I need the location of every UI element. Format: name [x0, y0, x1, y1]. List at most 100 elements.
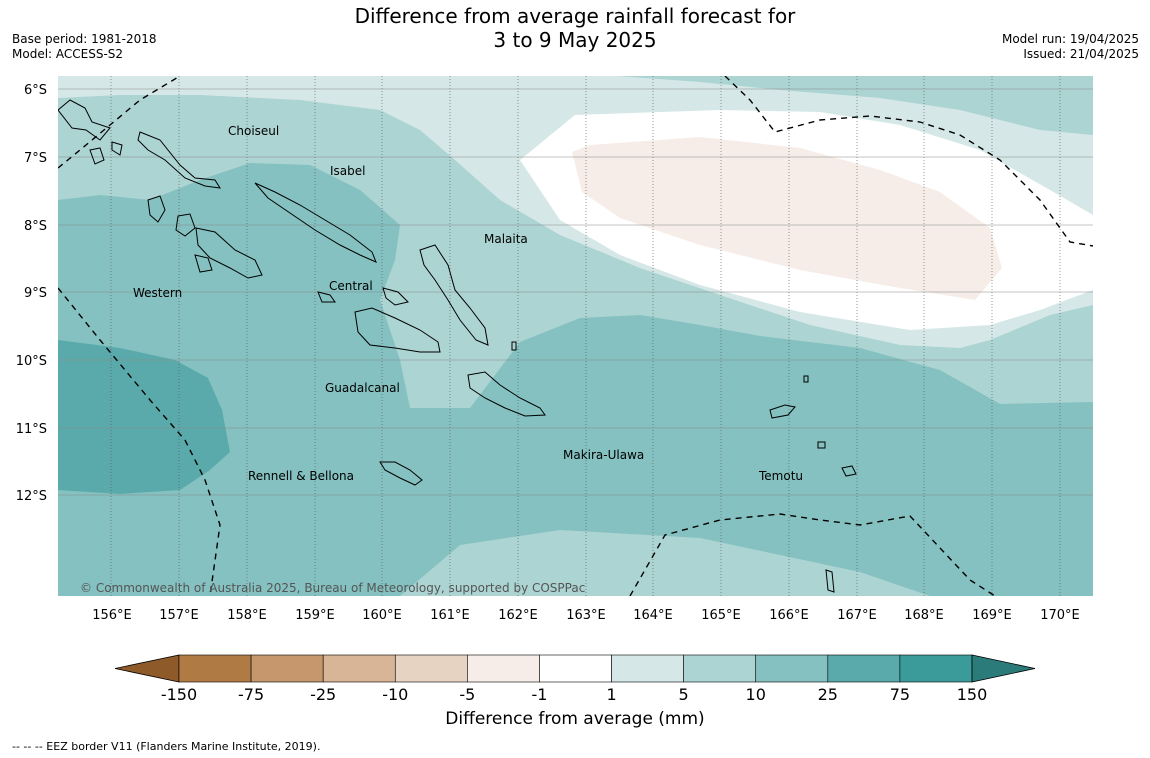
island-makira	[467, 371, 546, 417]
eez-borders	[58, 76, 1093, 596]
island-malaita	[419, 244, 489, 346]
colorbar-tick-label: -75	[238, 685, 265, 704]
colorbar-tick-label: 10	[745, 685, 766, 704]
issued-date: Issued: 21/04/2025	[1023, 47, 1139, 61]
island-florida	[382, 287, 409, 306]
field-drier	[572, 137, 1002, 300]
colorbar-swatch	[755, 654, 829, 683]
colorbar-swatch	[467, 654, 540, 683]
island-rennell	[379, 461, 423, 486]
lon-label: 163°E	[566, 608, 606, 623]
lon-label: 158°E	[227, 608, 267, 623]
island-utupua	[817, 441, 826, 449]
island-guadalcanal	[354, 307, 441, 353]
colorbar-tick-label: 75	[889, 685, 911, 704]
lon-label: 157°E	[159, 608, 199, 623]
colorbar-swatch	[827, 654, 901, 683]
island-bougainville	[58, 99, 111, 141]
lat-label: 10°S	[16, 354, 47, 369]
colorbar-swatch	[178, 654, 252, 683]
eez-line-northwest	[58, 76, 181, 169]
land-outlines	[58, 99, 857, 593]
lon-label: 159°E	[295, 608, 335, 623]
island-choiseul	[137, 131, 221, 189]
island-ulawa-islet	[511, 341, 517, 351]
lon-label: 164°E	[633, 608, 673, 623]
lon-label: 160°E	[362, 608, 402, 623]
title-line-2: 3 to 9 May 2025	[493, 28, 657, 52]
field-5-10-northeast	[618, 76, 1093, 135]
lon-label: 162°E	[498, 608, 538, 623]
lon-label: 169°E	[972, 608, 1012, 623]
island-santa-cruz	[769, 404, 796, 419]
field-25-75	[58, 340, 230, 494]
rainfall-fields	[58, 76, 1093, 596]
colorbar-tick-label: -25	[310, 685, 337, 704]
eez-footnote: -- -- -- EEZ border V11 (Flanders Marine…	[12, 740, 321, 753]
copyright-notice: © Commonwealth of Australia 2025, Bureau…	[80, 581, 585, 595]
title-line-1: Difference from average rainfall forecas…	[354, 4, 796, 28]
base-period: Base period: 1981-2018	[12, 32, 157, 46]
lat-axis-labels: 6°S 7°S 8°S 9°S 10°S 11°S 12°S	[16, 83, 47, 504]
colorbar-title: Difference from average (mm)	[445, 709, 705, 729]
province-labels: Choiseul Isabel Malaita Western Central …	[133, 124, 803, 483]
colorbar-tick-label: 5	[678, 685, 689, 704]
colorbar-tick-label: 25	[817, 685, 838, 704]
colorbar-swatch	[250, 654, 324, 683]
label-malaita: Malaita	[484, 232, 528, 246]
lat-label: 8°S	[24, 219, 47, 234]
lon-label: 165°E	[701, 608, 741, 623]
colorbar-extend-low	[114, 654, 180, 683]
label-temotu: Temotu	[758, 469, 803, 483]
colorbar-tick-label: -150	[160, 685, 198, 704]
lon-label: 161°E	[430, 608, 470, 623]
label-rennell-bellona: Rennell & Bellona	[248, 469, 354, 483]
label-makira-ulawa: Makira-Ulawa	[563, 448, 644, 462]
lat-label: 11°S	[16, 422, 47, 437]
model-name: Model: ACCESS-S2	[12, 47, 124, 61]
island-new-georgia	[195, 227, 263, 279]
graticule	[58, 76, 1093, 596]
colorbar-swatch	[611, 654, 684, 683]
colorbar-swatch	[899, 654, 973, 683]
eez-line-northeast	[724, 76, 1093, 247]
colorbar-tick-label: -5	[459, 685, 476, 704]
label-guadalcanal: Guadalcanal	[325, 381, 400, 395]
colorbar-tick-label: -1	[531, 685, 548, 704]
lon-label: 156°E	[92, 608, 132, 623]
eez-line-west	[58, 287, 221, 596]
island-kolombangara	[175, 213, 196, 237]
colorbar-tick-label: 150	[956, 685, 988, 704]
label-central: Central	[329, 279, 373, 293]
island-russell	[317, 291, 336, 303]
lat-label: 9°S	[24, 286, 47, 301]
island-rendova	[194, 254, 213, 273]
field-5-10-south	[400, 530, 930, 596]
colorbar-swatch	[394, 654, 468, 683]
island-duff	[803, 375, 809, 383]
island-islet-b	[111, 141, 123, 156]
label-western: Western	[133, 286, 182, 300]
lat-label: 6°S	[24, 83, 47, 98]
island-vanikoro	[841, 465, 857, 477]
lon-label: 170°E	[1040, 608, 1080, 623]
lon-label: 168°E	[904, 608, 944, 623]
colorbar	[114, 654, 1036, 683]
label-choiseul: Choiseul	[228, 124, 279, 138]
label-isabel: Isabel	[330, 164, 365, 178]
island-vella-lavella	[147, 195, 166, 223]
colorbar-extend-high	[971, 654, 1036, 683]
model-run: Model run: 19/04/2025	[1001, 32, 1139, 46]
lon-label: 166°E	[769, 608, 809, 623]
colorbar-swatch	[683, 654, 757, 683]
island-islet-a	[89, 147, 105, 165]
island-vanuatu-north	[825, 569, 835, 593]
lat-label: 7°S	[24, 151, 47, 166]
colorbar-swatch	[539, 654, 612, 683]
colorbar-tick-label: 1	[606, 685, 617, 704]
island-isabel	[254, 182, 377, 263]
lat-label: 12°S	[16, 489, 47, 504]
lon-label: 167°E	[837, 608, 877, 623]
colorbar-tick-label: -10	[382, 685, 409, 704]
